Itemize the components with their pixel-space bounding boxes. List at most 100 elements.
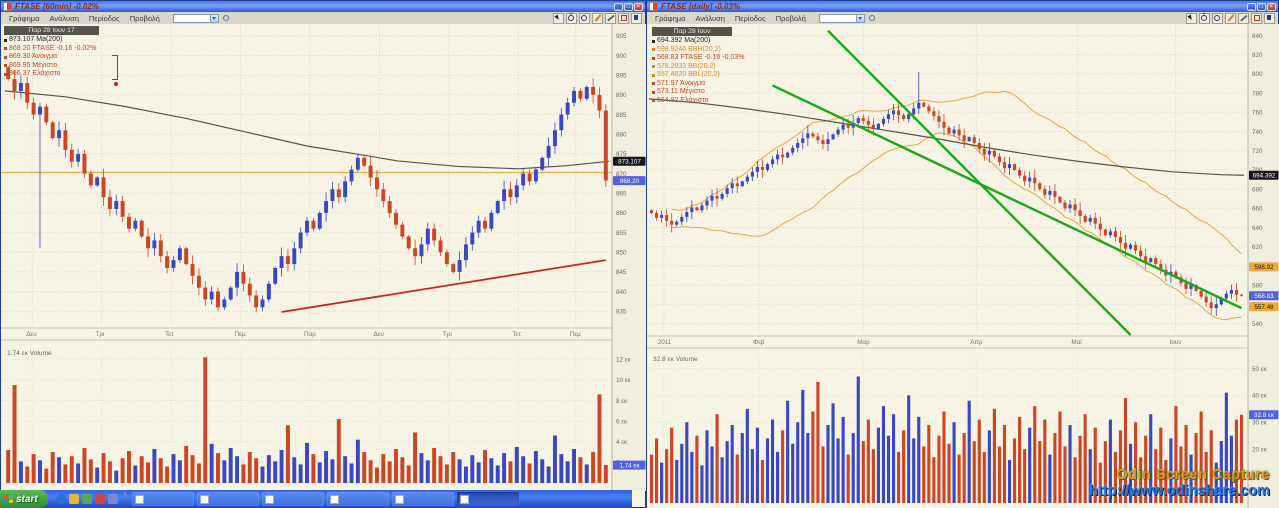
svg-text:850: 850 xyxy=(616,250,627,257)
legend-marker-icon xyxy=(652,82,655,86)
svg-text:Φεβ: Φεβ xyxy=(753,339,765,346)
titlebar-right[interactable]: FTASE [daily] -0.03% _ □ × xyxy=(647,1,1278,12)
svg-text:Μαϊ: Μαϊ xyxy=(1071,339,1082,346)
svg-text:Πεμ: Πεμ xyxy=(570,331,581,338)
trendline xyxy=(772,84,1242,310)
quick-launch-media-icon[interactable] xyxy=(81,494,92,504)
window-title: FTASE [60min] -0.02% xyxy=(15,2,99,11)
svg-text:Τρι: Τρι xyxy=(96,331,105,338)
taskbar-window-button-0[interactable] xyxy=(131,492,194,506)
chart-window-daily: FTASE [daily] -0.03% _ □ × Γράφημα Ανάλυσ… xyxy=(646,0,1279,508)
window-doc-icon xyxy=(199,494,209,504)
quick-launch-folder-icon[interactable] xyxy=(68,494,79,504)
legend-item-1: 868.20 FTASE -0.16 -0.02% xyxy=(4,45,99,54)
combobox-dropdown-icon[interactable] xyxy=(855,14,864,22)
close-button[interactable]: × xyxy=(1267,2,1276,11)
menu-1[interactable]: Ανάλυση xyxy=(49,13,79,23)
combobox-dropdown-icon[interactable] xyxy=(209,14,218,22)
zoom-out-icon[interactable] xyxy=(579,12,590,24)
menu-3[interactable]: Προβολή xyxy=(775,13,806,23)
menu-bar-right: Γράφημα Ανάλυση Περίοδος Προβολή xyxy=(647,12,1278,25)
candlestick-series xyxy=(6,65,608,313)
start-button[interactable]: start xyxy=(0,490,48,508)
axis-badge xyxy=(613,176,646,186)
legend-text: 866.37 Ελάχιστο xyxy=(9,70,61,77)
svg-text:740: 740 xyxy=(1252,129,1263,136)
search-icon[interactable] xyxy=(868,14,877,23)
quick-launch-browser-icon[interactable] xyxy=(55,494,66,504)
quick-launch xyxy=(55,494,118,504)
svg-text:Τετ: Τετ xyxy=(165,331,174,338)
taskbar-window-button-5[interactable] xyxy=(456,492,519,506)
taskbar-window-button-3[interactable] xyxy=(326,492,389,506)
legend-marker-icon xyxy=(652,39,655,43)
quick-launch-desktop-icon[interactable] xyxy=(107,494,118,504)
chart-toolbar xyxy=(553,12,642,24)
legend-text: 869.30 Άνοιγμα xyxy=(9,53,58,60)
legend-item-3: 869.95 Μέγιστο xyxy=(4,62,99,71)
zoom-in-icon[interactable] xyxy=(566,12,577,24)
symbol-combobox[interactable] xyxy=(172,13,219,23)
menu-0[interactable]: Γράφημα xyxy=(9,13,40,23)
trendline-tool-icon[interactable] xyxy=(1238,12,1249,24)
svg-text:820: 820 xyxy=(1252,52,1263,59)
menu-3[interactable]: Προβολή xyxy=(129,13,160,23)
menu-2[interactable]: Περίοδος xyxy=(734,13,766,23)
legend-text: 694.392 Ma(200) xyxy=(657,37,711,44)
draw-tool-icon[interactable] xyxy=(1225,12,1236,24)
restore-button[interactable]: □ xyxy=(1257,2,1266,11)
zoom-out-icon[interactable] xyxy=(1212,12,1223,24)
menu-items: Γράφημα Ανάλυση Περίοδος Προβολή xyxy=(650,14,811,23)
svg-text:873.107: 873.107 xyxy=(618,159,641,166)
legend-marker-icon xyxy=(652,90,655,94)
titlebar-left[interactable]: FTASE [60min] -0.02% _ □ × xyxy=(1,1,645,12)
svg-text:720: 720 xyxy=(1252,148,1263,155)
svg-text:30 εκ: 30 εκ xyxy=(1252,420,1268,427)
minimize-button[interactable]: _ xyxy=(1247,2,1256,11)
legend-item-1: 598.9246 BBH(20,2) xyxy=(652,46,744,55)
svg-text:640: 640 xyxy=(1252,225,1263,232)
menu-1[interactable]: Ανάλυση xyxy=(695,13,725,23)
svg-text:880: 880 xyxy=(616,132,627,139)
draw-tool-icon[interactable] xyxy=(592,12,603,24)
save-icon[interactable] xyxy=(1264,12,1275,24)
shape-tool-icon[interactable] xyxy=(1251,12,1262,24)
axis-badge xyxy=(1249,170,1279,180)
app-icon xyxy=(649,2,658,11)
window-doc-icon xyxy=(264,494,274,504)
legend-text: 869.95 Μέγιστο xyxy=(9,61,58,69)
menu-0[interactable]: Γράφημα xyxy=(655,13,686,23)
svg-text:800: 800 xyxy=(1252,71,1263,78)
minimize-button[interactable]: _ xyxy=(614,2,623,11)
cursor-tool-icon[interactable] xyxy=(1186,12,1197,24)
axis-badge xyxy=(1249,410,1279,420)
menu-2[interactable]: Περίοδος xyxy=(88,13,120,23)
trendline-tool-icon[interactable] xyxy=(605,12,616,24)
taskbar-window-button-1[interactable] xyxy=(196,492,259,506)
svg-text:557.48: 557.48 xyxy=(1254,304,1274,311)
taskbar-window-button-4[interactable] xyxy=(391,492,454,506)
shape-tool-icon[interactable] xyxy=(618,12,629,24)
quick-launch-mail-icon[interactable] xyxy=(94,494,105,504)
cursor-tool-icon[interactable] xyxy=(553,12,564,24)
price-chart-daily[interactable]: 8408208007807607407207006806606406206005… xyxy=(647,24,1279,508)
chart-canvas: 8408208007807607407207006806606406206005… xyxy=(647,24,1279,508)
taskbar: start xyxy=(0,490,632,508)
price-chart-60min[interactable]: 905 900 895 890 885 880 875 870 865 860 855 850 845 8… xyxy=(1,24,647,491)
ma200-line xyxy=(4,90,610,170)
menu-bar-left: Γράφημα Ανάλυση Περίοδος Προβολή xyxy=(1,12,645,25)
save-icon[interactable] xyxy=(631,12,642,24)
symbol-combobox[interactable] xyxy=(818,13,865,23)
chart-toolbar xyxy=(1186,12,1275,24)
taskbar-separator xyxy=(123,492,126,506)
search-icon[interactable] xyxy=(222,14,231,23)
svg-text:865: 865 xyxy=(616,191,627,198)
svg-text:20 εκ: 20 εκ xyxy=(1252,447,1268,454)
svg-text:840: 840 xyxy=(1252,33,1263,40)
close-button[interactable]: × xyxy=(634,2,643,11)
restore-button[interactable]: □ xyxy=(624,2,633,11)
zoom-in-icon[interactable] xyxy=(1199,12,1210,24)
legend-item-2: 568.83 FTASE -0.16 -0.03% xyxy=(652,54,744,63)
taskbar-window-button-2[interactable] xyxy=(261,492,324,506)
svg-text:870: 870 xyxy=(616,171,627,178)
